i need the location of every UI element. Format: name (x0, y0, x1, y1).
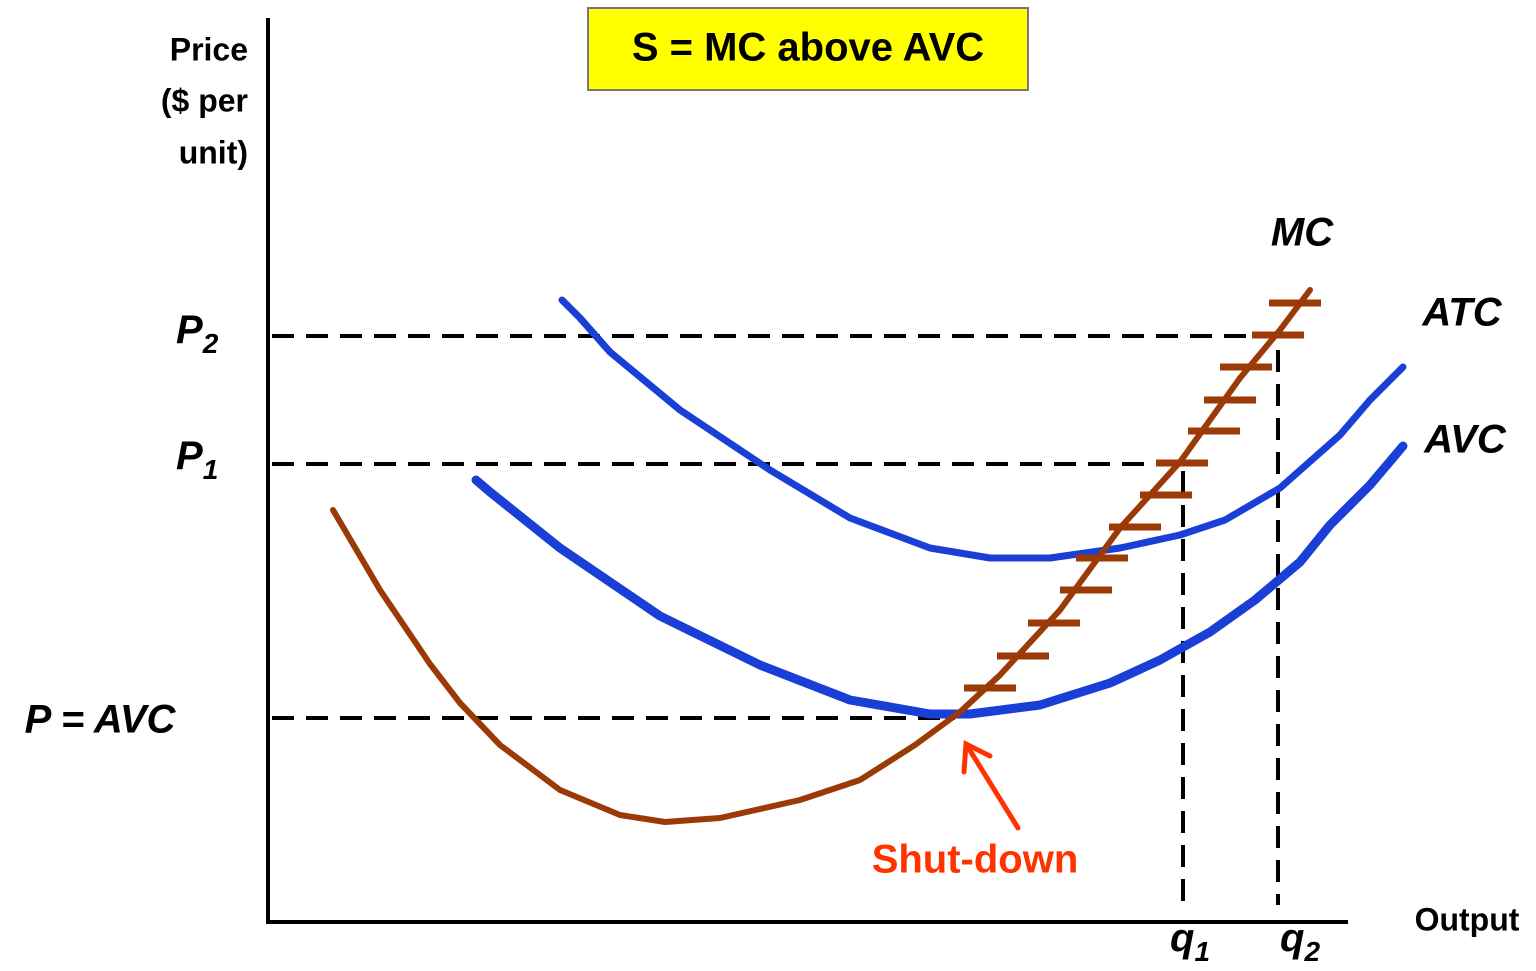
mc-curve (330, 287, 1313, 825)
x-axis-label: Output (1415, 901, 1520, 937)
title: S = MC above AVC (632, 26, 984, 70)
price-label: P = AVC (25, 698, 177, 742)
quantity-label: q2 (1280, 916, 1320, 968)
y-axis-label: Price (170, 31, 248, 67)
annotation: Shut-down (872, 838, 1079, 882)
title-box (587, 7, 1029, 91)
avc-label: AVC (1423, 418, 1507, 462)
p2-guide (272, 334, 1280, 905)
price-label: P2 (176, 308, 219, 360)
atc-label: ATC (1421, 291, 1502, 335)
price-label: P1 (176, 434, 218, 486)
y-axis-label: unit) (179, 134, 248, 170)
y-axis-label: ($ per (161, 82, 248, 118)
shutdown-arrow (961, 740, 1021, 831)
atc-curve (558, 296, 1407, 562)
quantity-label: q1 (1170, 916, 1210, 968)
supply-hatching (964, 299, 1321, 692)
avc-curve (471, 441, 1408, 719)
mc-label: MC (1271, 211, 1334, 255)
p1-guide (272, 462, 1185, 905)
